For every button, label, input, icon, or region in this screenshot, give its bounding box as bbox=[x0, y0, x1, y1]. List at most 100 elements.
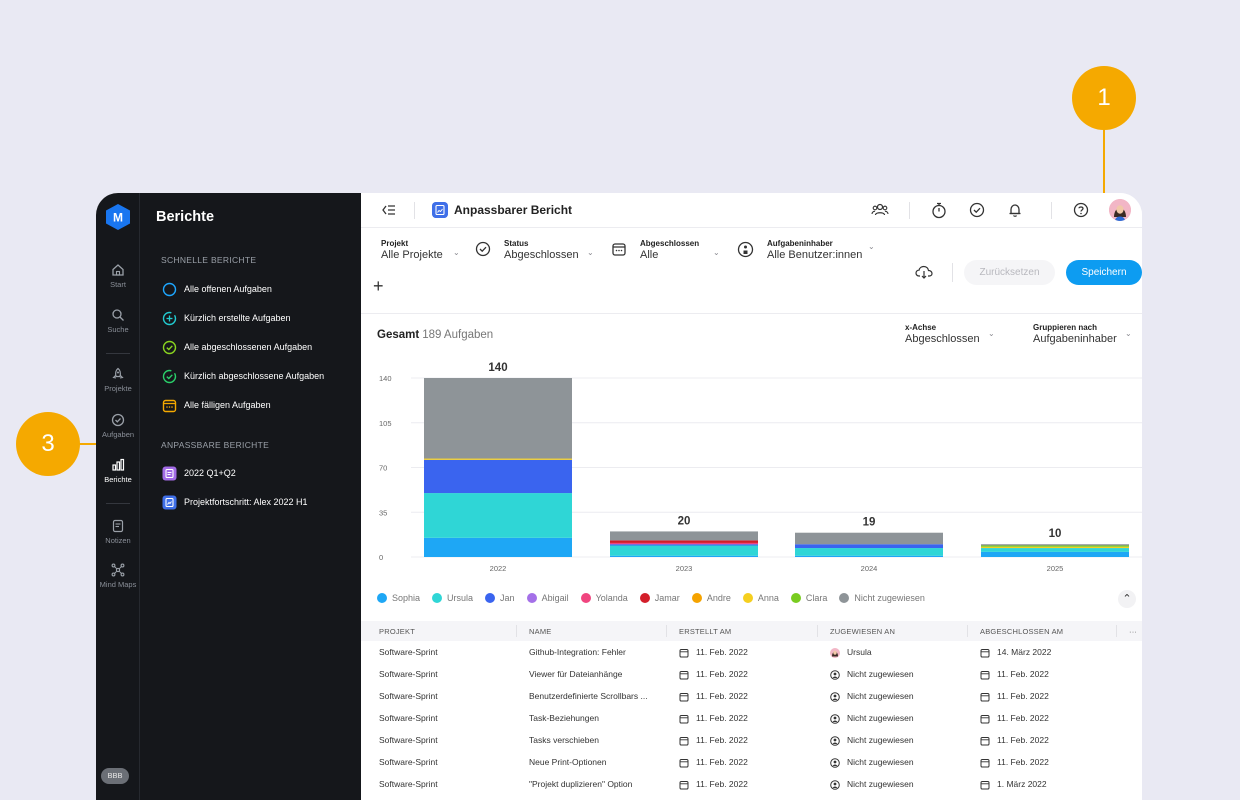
cloud-download-icon[interactable] bbox=[915, 265, 933, 279]
table-cell: Benutzerdefinierte Scrollbars ... bbox=[529, 691, 648, 701]
column-header[interactable]: ZUGEWIESEN AN bbox=[830, 627, 896, 636]
legend-item[interactable]: Sophia bbox=[377, 593, 420, 603]
chevron-down-icon[interactable]: ⌄ bbox=[868, 242, 875, 251]
column-header[interactable]: ··· bbox=[1129, 627, 1138, 636]
column-divider[interactable] bbox=[516, 625, 517, 637]
table-cell: Nicht zugewiesen bbox=[830, 713, 914, 724]
table-cell: Software-Sprint bbox=[379, 647, 438, 657]
table-cell: Neue Print-Optionen bbox=[529, 757, 607, 767]
table-cell: Task-Beziehungen bbox=[529, 713, 599, 723]
quick-report-all-due[interactable]: Alle fälligen Aufgaben bbox=[162, 397, 271, 413]
column-header[interactable]: ERSTELLT AM bbox=[679, 627, 732, 636]
quick-report-open-tasks[interactable]: Alle offenen Aufgaben bbox=[162, 281, 272, 297]
table-cell: 11. Feb. 2022 bbox=[679, 669, 748, 680]
y-tick-label: 35 bbox=[379, 508, 387, 517]
filter-project[interactable]: Projekt Alle Projekte bbox=[381, 239, 443, 261]
legend-item[interactable]: Abigail bbox=[526, 593, 569, 603]
chart-legend: Sophia Ursula Jan Abigail Yolanda Jamar Andre A… bbox=[377, 593, 925, 603]
bell-icon[interactable] bbox=[1007, 202, 1023, 218]
rail-item-aufgaben[interactable]: Aufgaben bbox=[96, 413, 140, 439]
person-info-icon bbox=[737, 241, 754, 258]
quick-report-recently-completed[interactable]: Kürzlich abgeschlossene Aufgaben bbox=[162, 368, 324, 384]
legend-item[interactable]: Andre bbox=[691, 593, 731, 603]
filter-status[interactable]: Status Abgeschlossen bbox=[504, 239, 579, 261]
rail-item-mindmaps[interactable]: Mind Maps bbox=[96, 563, 140, 589]
collapse-chart-button[interactable]: ⌃ bbox=[1118, 590, 1136, 608]
report-icon bbox=[432, 202, 448, 218]
legend-label: Ursula bbox=[447, 593, 474, 603]
x-axis-select[interactable]: x-Achse Abgeschlossen bbox=[905, 323, 980, 345]
legend-item[interactable]: Anna bbox=[742, 593, 779, 603]
data-label-total: 20 bbox=[678, 515, 691, 527]
chevron-down-icon[interactable]: ⌄ bbox=[453, 248, 460, 257]
data-label-total: 10 bbox=[1049, 528, 1062, 540]
timer-icon[interactable] bbox=[931, 202, 947, 219]
legend-swatch bbox=[526, 593, 537, 603]
column-header[interactable]: ABGESCHLOSSEN AM bbox=[980, 627, 1064, 636]
rail-item-start[interactable]: Start bbox=[96, 263, 140, 289]
cell-text: Benutzerdefinierte Scrollbars ... bbox=[529, 691, 648, 701]
filter-assignee[interactable]: Aufgabeninhaber Alle Benutzer:innen bbox=[767, 239, 863, 261]
table-cell: 11. Feb. 2022 bbox=[679, 779, 748, 790]
column-divider[interactable] bbox=[817, 625, 818, 637]
table-row[interactable]: Software-Sprint Tasks verschieben 11. Feb.… bbox=[361, 729, 1142, 751]
chevron-down-icon[interactable]: ⌄ bbox=[713, 248, 720, 257]
legend-item[interactable]: Clara bbox=[790, 593, 827, 603]
table-row[interactable]: Software-Sprint Viewer für Dateianhänge 11… bbox=[361, 663, 1142, 685]
table-cell: Software-Sprint bbox=[379, 779, 438, 789]
legend-item[interactable]: Nicht zugewiesen bbox=[839, 593, 925, 603]
table-row[interactable]: Software-Sprint "Projekt duplizieren" Opt… bbox=[361, 773, 1142, 795]
reset-button[interactable]: Zurücksetzen bbox=[964, 260, 1055, 285]
chevron-down-icon[interactable]: ⌄ bbox=[587, 248, 594, 257]
bar-segment-nicht-zugewiesen bbox=[981, 544, 1129, 546]
help-icon[interactable] bbox=[1073, 202, 1089, 218]
table-row[interactable]: Software-Sprint Neue Print-Optionen 11. Fe… bbox=[361, 751, 1142, 773]
column-divider[interactable] bbox=[666, 625, 667, 637]
rail-item-projekte[interactable]: Projekte bbox=[96, 367, 140, 393]
legend-swatch bbox=[790, 593, 801, 603]
filter-completed[interactable]: Abgeschlossen Alle bbox=[640, 239, 700, 261]
legend-item[interactable]: Ursula bbox=[432, 593, 473, 603]
custom-report-projektfortschritt[interactable]: Projektfortschritt: Alex 2022 H1 bbox=[162, 494, 308, 510]
chevron-down-icon[interactable]: ⌄ bbox=[988, 329, 995, 338]
group-by-select[interactable]: Gruppieren nach Aufgabeninhaber bbox=[1033, 323, 1117, 345]
calendar-icon bbox=[980, 714, 990, 724]
legend-swatch bbox=[580, 593, 591, 603]
cell-text: Nicht zugewiesen bbox=[847, 735, 914, 745]
legend-item[interactable]: Yolanda bbox=[580, 593, 628, 603]
column-header[interactable]: NAME bbox=[529, 627, 552, 636]
legend-item[interactable]: Jan bbox=[485, 593, 515, 603]
add-filter-button[interactable]: + bbox=[373, 276, 384, 296]
quick-report-all-completed[interactable]: Alle abgeschlossenen Aufgaben bbox=[162, 339, 312, 355]
column-divider[interactable] bbox=[967, 625, 968, 637]
custom-report-2022-q1-q2[interactable]: 2022 Q1+Q2 bbox=[162, 465, 236, 481]
table-row[interactable]: Software-Sprint Task-Beziehungen 11. Feb. … bbox=[361, 707, 1142, 729]
summary-total: Gesamt 189 Aufgaben bbox=[377, 329, 494, 341]
table-cell: Nicht zugewiesen bbox=[830, 691, 914, 702]
legend-label: Jamar bbox=[654, 593, 680, 603]
legend-item[interactable]: Jamar bbox=[639, 593, 680, 603]
chevron-down-icon[interactable]: ⌄ bbox=[1125, 329, 1132, 338]
table-row[interactable]: Software-Sprint Benutzerdefinierte Scroll… bbox=[361, 685, 1142, 707]
bar-segment-anna bbox=[424, 458, 572, 460]
rail-item-berichte[interactable]: Berichte bbox=[96, 458, 140, 484]
calendar-icon bbox=[980, 648, 990, 658]
cell-text: 11. Feb. 2022 bbox=[696, 735, 748, 745]
column-divider[interactable] bbox=[1116, 625, 1117, 637]
rail-item-notizen[interactable]: Notizen bbox=[96, 519, 140, 545]
team-icon[interactable] bbox=[871, 202, 889, 218]
user-avatar[interactable] bbox=[1109, 199, 1131, 221]
bar-segment-anna bbox=[981, 546, 1129, 549]
app-logo-icon[interactable]: M bbox=[105, 203, 131, 231]
column-header[interactable]: PROJEKT bbox=[379, 627, 415, 636]
report-doc-icon bbox=[162, 466, 177, 480]
legend-swatch bbox=[485, 593, 496, 603]
table-row[interactable]: Software-Sprint Github-Integration: Fehle… bbox=[361, 641, 1142, 663]
collapse-sidebar-icon[interactable] bbox=[381, 203, 397, 217]
plus-circle-icon bbox=[162, 311, 177, 325]
save-button[interactable]: Speichern bbox=[1066, 260, 1142, 285]
check-circle-icon[interactable] bbox=[969, 202, 985, 218]
rail-item-suche[interactable]: Suche bbox=[96, 308, 140, 334]
user-badge[interactable]: BBB bbox=[101, 768, 129, 784]
quick-report-recently-created[interactable]: Kürzlich erstellte Aufgaben bbox=[162, 310, 291, 326]
